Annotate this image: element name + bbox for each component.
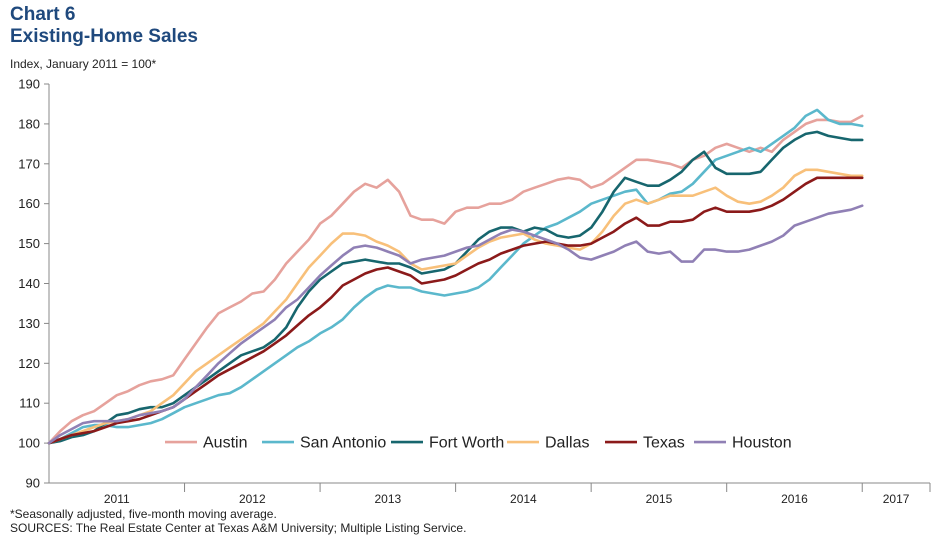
y-tick-label: 90 bbox=[26, 476, 40, 491]
series-line-austin bbox=[47, 114, 864, 445]
y-tick-label: 180 bbox=[18, 116, 40, 131]
y-tick-label: 150 bbox=[18, 236, 40, 251]
legend-label: Dallas bbox=[545, 435, 589, 452]
x-tick-label: 2014 bbox=[510, 492, 537, 506]
sources-note: SOURCES: The Real Estate Center at Texas… bbox=[10, 521, 467, 535]
legend-label: Fort Worth bbox=[429, 435, 504, 452]
x-tick-label: 2016 bbox=[781, 492, 808, 506]
chart-title-block: Chart 6 Existing-Home Sales bbox=[10, 4, 198, 48]
series-line-dallas bbox=[47, 168, 864, 445]
chart-title: Existing-Home Sales bbox=[10, 26, 198, 47]
y-tick-label: 160 bbox=[18, 196, 40, 211]
legend-label: Houston bbox=[732, 435, 792, 452]
footnotes: *Seasonally adjusted, five-month moving … bbox=[10, 507, 466, 535]
x-tick-label: 2011 bbox=[104, 492, 130, 506]
series-line-san-antonio bbox=[47, 108, 864, 445]
y-tick-label: 170 bbox=[18, 156, 40, 171]
y-tick-label: 140 bbox=[18, 276, 40, 291]
series-line-houston bbox=[47, 204, 864, 445]
y-tick-label: 120 bbox=[18, 356, 40, 371]
legend-label: San Antonio bbox=[300, 435, 386, 452]
footnote: *Seasonally adjusted, five-month moving … bbox=[10, 507, 277, 521]
axes: 90 100 110 120 130 140 150 160 170 180 190 2011 2012… bbox=[18, 77, 931, 506]
series-lines bbox=[47, 108, 864, 445]
y-tick-label: 190 bbox=[18, 77, 40, 92]
legend-label: Texas bbox=[643, 435, 685, 452]
x-tick-label: 2013 bbox=[374, 492, 401, 506]
legend-label: Austin bbox=[203, 435, 247, 452]
x-tick-label: 2015 bbox=[646, 492, 673, 506]
x-tick-label: 2012 bbox=[239, 492, 266, 506]
y-tick-label: 110 bbox=[19, 396, 40, 411]
chart-number: Chart 6 bbox=[10, 4, 76, 25]
y-tick-label: 130 bbox=[18, 316, 40, 331]
legend: Austin San Antonio Fort Worth Dallas Texas Ho… bbox=[165, 435, 792, 452]
chart-subtitle: Index, January 2011 = 100* bbox=[10, 57, 157, 71]
y-tick-label: 100 bbox=[18, 436, 40, 451]
x-tick-label: 2017 bbox=[883, 492, 910, 506]
